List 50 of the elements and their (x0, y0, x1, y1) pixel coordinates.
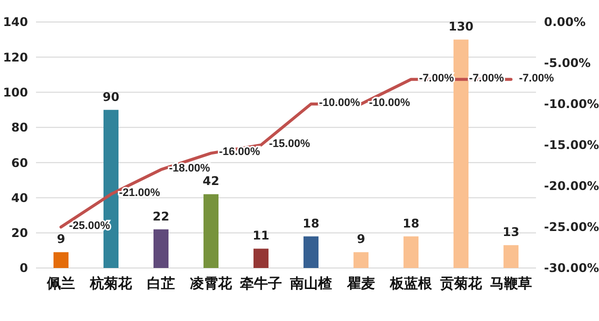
x-tick-label: 牵牛子 (240, 276, 282, 292)
data-label: -15.00% (269, 138, 310, 150)
data-label: 13 (502, 225, 520, 240)
bar (254, 248, 268, 268)
x-tick-label: 凌霄花 (190, 276, 233, 292)
bar (354, 252, 368, 268)
data-label: 22 (152, 209, 170, 224)
data-label: 90 (102, 90, 120, 104)
y2-tick-label: -15.00% (544, 138, 599, 152)
x-tick-label: 佩兰 (46, 275, 75, 292)
data-label: 11 (252, 228, 270, 243)
data-label: -7.00% (519, 72, 554, 84)
x-tick-label: 杭菊花 (89, 275, 133, 292)
bar (404, 236, 418, 268)
y2-tick-label: -10.00% (544, 97, 599, 112)
x-tick-label: 白芷 (147, 276, 175, 292)
y2-tick-label: -5.00% (544, 56, 591, 70)
y2-tick-label: -25.00% (544, 220, 599, 234)
bar (204, 194, 218, 268)
data-label: 18 (302, 216, 320, 230)
x-tick-label: 瞿麦 (346, 276, 375, 292)
data-label: 9 (56, 232, 66, 246)
y2-tick-label: -20.00% (544, 179, 599, 194)
bar (154, 229, 168, 268)
y-tick-label: 100 (2, 85, 28, 100)
y2-tick-label: 0.00% (544, 15, 586, 30)
x-tick-label: 马鞭草 (490, 276, 532, 292)
data-label: -10.00% (369, 97, 410, 109)
y-tick-label: 60 (11, 156, 28, 170)
data-label: 42 (202, 174, 220, 188)
bar (304, 236, 318, 268)
data-label: -21.00% (119, 187, 160, 200)
data-label: 9 (356, 232, 366, 246)
x-tick-label: 贡菊花 (440, 276, 483, 292)
bar (504, 245, 518, 268)
data-label: 130 (448, 20, 474, 34)
y-tick-label: 140 (2, 15, 28, 30)
x-tick-label: 南山楂 (289, 276, 332, 292)
data-label: 18 (402, 216, 420, 230)
y-tick-label: 80 (11, 120, 28, 135)
y2-tick-label: -30.00% (544, 261, 599, 276)
data-label: -16.00% (219, 146, 260, 158)
y-tick-label: 20 (11, 226, 28, 240)
y-tick-label: 0 (20, 261, 28, 276)
bar (54, 252, 68, 268)
data-label: -18.00% (169, 162, 210, 175)
x-tick-label: 板蓝根 (389, 276, 433, 292)
y-tick-label: 40 (11, 190, 28, 205)
bar (454, 40, 468, 268)
y-tick-label: 120 (2, 50, 28, 64)
